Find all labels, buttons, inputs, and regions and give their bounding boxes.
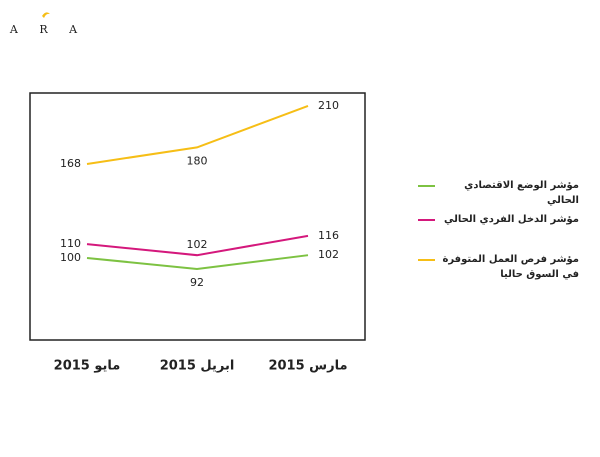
legend-swatch [418,219,435,221]
series-line [86,104,309,165]
legend-label: مؤشر فرص العمل المتوفرة في السوق حاليا [442,254,579,280]
data-label: 102 [318,248,339,261]
series-line [86,234,309,257]
legend-item: مؤشر فرص العمل المتوفرة في السوق حاليا [418,252,583,282]
data-label: 102 [187,238,208,251]
legend-label: مؤشر الوضع الاقتصادي الحالي [464,180,579,206]
data-label: 92 [190,276,204,289]
logo-mark [42,12,50,18]
legend-label: مؤشر الدخل الفردي الحالي [444,214,579,225]
x-tick-label: ابريل 2015 [160,359,235,374]
logo: A R A [9,23,86,36]
series-line [86,254,309,271]
legend-item: مؤشر الوضع الاقتصادي الحالي [418,178,583,208]
data-label: 210 [318,99,339,112]
data-label: 116 [318,229,339,242]
legend-swatch [418,259,435,261]
x-tick-label: مايو 2015 [54,359,121,374]
data-label: 168 [60,157,81,170]
data-label: 100 [60,251,81,264]
legend-swatch [418,185,435,187]
legend-item: مؤشر الدخل الفردي الحالي [418,212,583,227]
data-label: 110 [60,237,81,250]
x-tick-label: مارس 2015 [268,359,347,374]
plot-frame [29,92,366,341]
data-label: 180 [187,154,208,167]
